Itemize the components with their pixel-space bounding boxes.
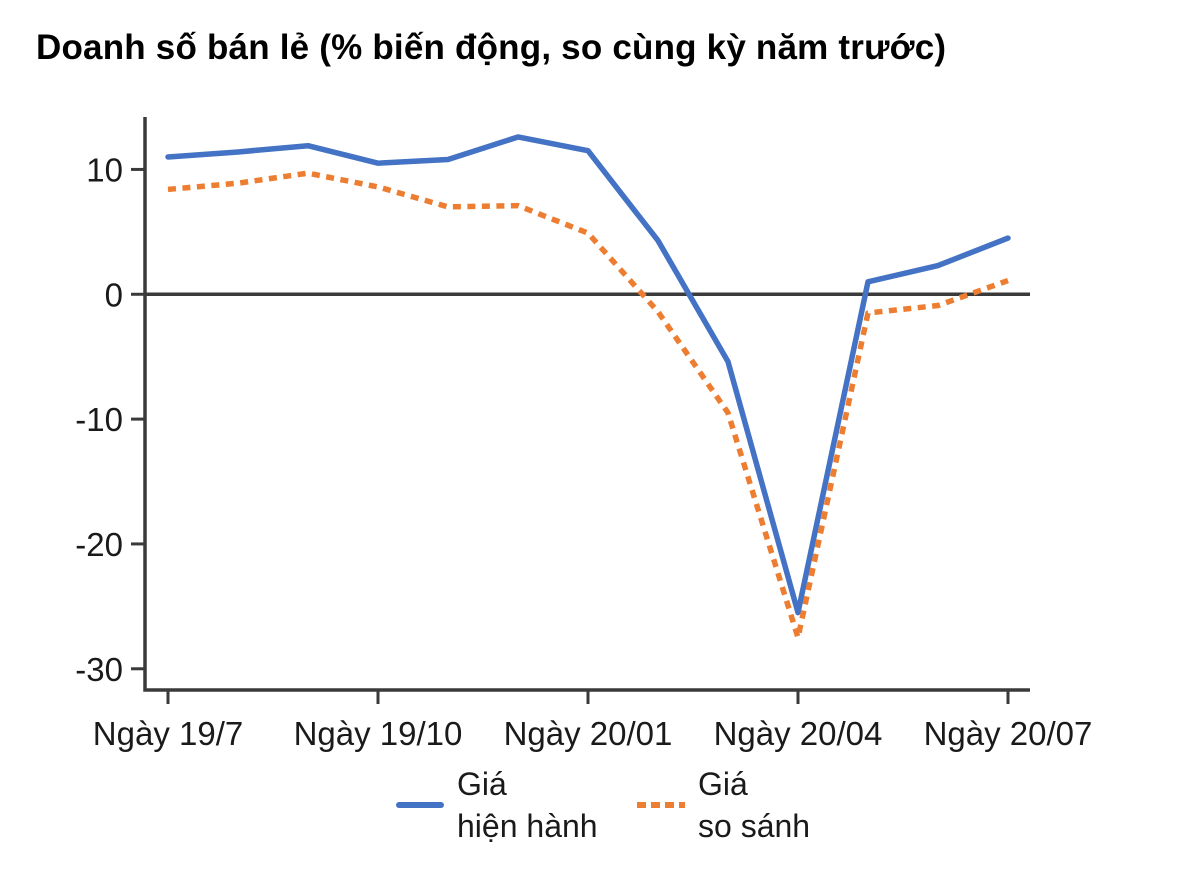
legend-label-line: hiện hành	[457, 808, 598, 844]
x-tick-label: Ngày 20/04	[714, 715, 883, 752]
x-tick-label: Ngày 19/7	[93, 715, 243, 752]
legend-label-line: Giá	[457, 766, 507, 802]
legend-label-line: Giá	[698, 766, 748, 802]
legend-label-line: so sánh	[698, 808, 811, 844]
legend-solid-line-swatch	[396, 802, 444, 808]
y-tick-label: -20	[75, 526, 123, 563]
series-line-gia-so-sanh	[167, 170, 1009, 641]
y-tick-label: -30	[75, 651, 123, 688]
y-tick-label: 0	[105, 276, 123, 313]
axis-frame	[143, 117, 1030, 692]
x-tick-label: Ngày 20/01	[504, 715, 673, 752]
y-tick-label: -10	[75, 401, 123, 438]
legend-label: Giá hiện hành	[457, 763, 598, 847]
x-tick-label: Ngày 19/10	[294, 715, 463, 752]
x-tick-label: Ngày 20/07	[924, 715, 1093, 752]
legend-item-gia-so-sanh: Giá so sánh	[637, 763, 810, 847]
y-tick-label: 10	[86, 151, 123, 188]
legend-dotted-line-swatch	[637, 802, 685, 808]
legend-item-gia-hien-hanh: Giá hiện hành	[396, 763, 598, 847]
chart-legend: Giá hiện hành Giá so sánh	[0, 763, 1200, 858]
legend-label: Giá so sánh	[698, 763, 810, 847]
chart-title: Doanh số bán lẻ (% biến động, so cùng kỳ…	[36, 28, 947, 67]
series-line-gia-hien-hanh	[165, 134, 1011, 616]
